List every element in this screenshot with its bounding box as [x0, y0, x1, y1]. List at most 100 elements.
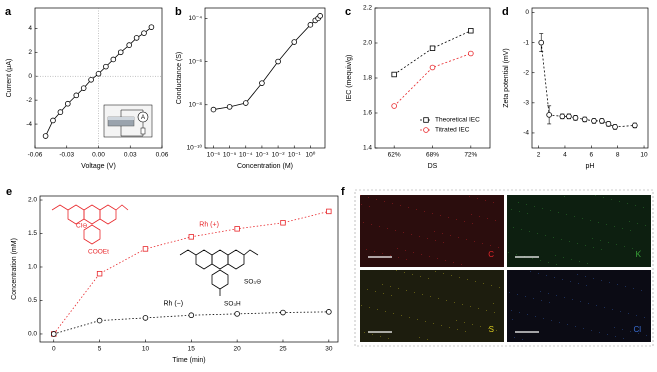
map-speckle: [579, 261, 580, 262]
map-speckle: [456, 219, 457, 220]
data-point: [280, 309, 286, 316]
map-speckle: [477, 198, 478, 199]
map-speckle: [487, 218, 488, 219]
map-speckle: [425, 321, 426, 322]
map-speckle: [427, 238, 428, 239]
map-speckle: [382, 284, 383, 285]
annotation: SO₃⊖: [244, 279, 262, 286]
series-line: [540, 42, 635, 128]
map-speckle: [596, 305, 597, 306]
map-speckle: [361, 204, 362, 205]
map-speckle: [511, 310, 512, 311]
data-point: [591, 118, 597, 124]
map-label: Cl: [633, 325, 641, 334]
map-speckle: [575, 326, 576, 327]
map-speckle: [392, 203, 393, 204]
map-speckle: [421, 254, 422, 255]
data-point: [142, 246, 149, 252]
data-point: [429, 45, 436, 51]
x-tick-label: 4: [563, 152, 567, 159]
map-speckle: [561, 239, 562, 240]
map-speckle: [570, 281, 571, 282]
map-speckle: [637, 223, 638, 224]
data-point: [88, 76, 94, 83]
legend-label: Titrated IEC: [435, 127, 470, 134]
data-point: [95, 71, 102, 77]
annotation: SO₃H: [224, 301, 241, 308]
map-speckle: [556, 264, 557, 265]
panel-label: a: [5, 6, 12, 18]
map-speckle: [464, 322, 465, 323]
x-tick-label: 62%: [388, 152, 401, 159]
map-speckle: [518, 202, 519, 203]
map-speckle: [562, 279, 563, 280]
map-speckle: [611, 199, 612, 200]
y-axis-label: IEC (mequiv/g): [346, 55, 353, 102]
data-point: [275, 58, 281, 65]
map-speckle: [638, 333, 639, 334]
map-speckle: [516, 254, 517, 255]
map-speckle: [435, 240, 436, 241]
map-speckle: [448, 217, 449, 218]
data-point: [96, 317, 103, 324]
y-tick-label: 1.0: [28, 264, 37, 271]
map-speckle: [417, 319, 418, 320]
map-speckle: [377, 309, 378, 310]
map-speckle: [443, 273, 444, 274]
data-point: [110, 56, 117, 63]
map-speckle: [551, 320, 552, 321]
map-speckle: [471, 214, 472, 215]
y-tick-label: 1.8: [363, 75, 372, 82]
x-tick-label: 10: [142, 346, 150, 353]
map-speckle: [384, 201, 385, 202]
map-speckle: [437, 258, 438, 259]
map-speckle: [397, 248, 398, 249]
map-speckle: [527, 314, 528, 315]
map-speckle: [627, 203, 628, 204]
series-line: [213, 15, 321, 110]
map-speckle: [517, 294, 518, 295]
map-speckle: [388, 338, 389, 339]
map-speckle: [643, 207, 644, 208]
map-speckle: [495, 220, 496, 221]
map-speckle: [585, 245, 586, 246]
map-speckle: [496, 330, 497, 331]
map-speckle: [478, 308, 479, 309]
map-speckle: [519, 312, 520, 313]
map-speckle: [567, 324, 568, 325]
map-speckle: [578, 283, 579, 284]
map-speckle: [435, 271, 436, 272]
y-tick-label: 4: [28, 25, 32, 32]
x-tick-label: 20: [234, 346, 242, 353]
map-speckle: [615, 336, 616, 337]
data-point: [50, 117, 56, 124]
map-speckle: [433, 323, 434, 324]
map-speckle: [480, 326, 481, 327]
map-speckle: [542, 208, 543, 209]
map-speckle: [398, 257, 399, 258]
legend-label: Theoretical IEC: [435, 117, 480, 124]
structure-rh-minus: [179, 249, 259, 296]
y-tick-label: 10⁻⁴: [189, 15, 203, 22]
map-speckle: [405, 250, 406, 251]
map-speckle: [543, 318, 544, 319]
map-speckle: [630, 230, 631, 231]
map-speckle: [609, 282, 610, 283]
data-point: [259, 80, 265, 86]
data-point: [317, 13, 323, 19]
map-speckle: [420, 276, 421, 277]
map-speckle: [467, 279, 468, 280]
map-speckle: [582, 218, 583, 219]
map-speckle: [434, 231, 435, 232]
x-tick-label: 0.06: [156, 152, 169, 159]
map-speckle: [612, 309, 613, 310]
data-point: [632, 122, 638, 129]
map-speckle: [541, 300, 542, 301]
x-tick-label: 10⁻⁵: [223, 152, 237, 159]
map-speckle: [586, 285, 587, 286]
map-speckle: [453, 262, 454, 263]
data-point: [605, 121, 612, 127]
data-point: [65, 100, 71, 107]
x-tick-label: 72%: [464, 152, 477, 159]
